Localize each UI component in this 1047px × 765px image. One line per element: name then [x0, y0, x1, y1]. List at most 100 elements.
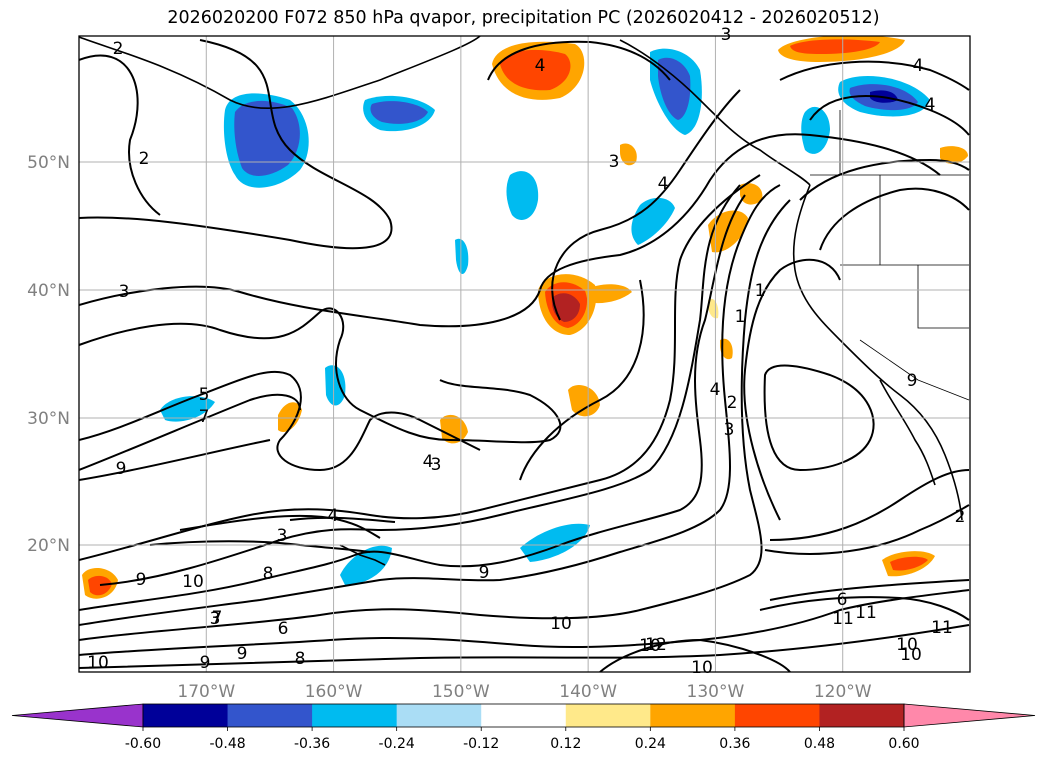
- contour-line: [79, 307, 562, 444]
- lat-tick-label: 50°N: [27, 153, 70, 173]
- border-line: [859, 339, 970, 401]
- coastline-baja: [879, 379, 936, 486]
- contour-label: 10: [896, 635, 918, 655]
- contour-label: 10: [639, 636, 661, 656]
- contour-line: [79, 174, 761, 561]
- contour-label: 7: [199, 407, 210, 427]
- contour-line: [819, 187, 970, 251]
- colorbar-tick-label: 0.12: [550, 736, 581, 752]
- contour-label: 11: [832, 609, 854, 629]
- plot-frame: [78, 35, 971, 673]
- contour-line: [743, 258, 841, 521]
- colorbar-bin: [312, 704, 398, 727]
- colorbar-tick-label: -0.24: [379, 736, 415, 752]
- contour-line: [79, 370, 481, 472]
- lon-tick-label: 150°W: [432, 682, 490, 702]
- colorbar-bin: [819, 704, 905, 727]
- colorbar-bin: [227, 704, 313, 727]
- colorbar-tick-labels: -0.60 -0.48 -0.36 -0.24 -0.12 0.12 0.24 0.36 0.4…: [125, 727, 920, 752]
- shade-positive: [790, 39, 880, 54]
- contour-line: [79, 54, 161, 216]
- colorbar-tick-label: -0.36: [294, 736, 330, 752]
- contour-line: [809, 95, 970, 136]
- contour-label: 12: [645, 635, 667, 655]
- contour-label: 4: [925, 95, 936, 115]
- shade-positive: [88, 575, 112, 596]
- island-hawaii: [339, 544, 386, 566]
- shade-negative: [658, 57, 691, 120]
- colorbar-tick-label: 0.48: [804, 736, 835, 752]
- chart-title: 2026020200 F072 850 hPa qvapor, precipit…: [167, 8, 880, 28]
- coastlines: [79, 36, 963, 566]
- contour-label: 1: [735, 307, 746, 327]
- contour-line: [759, 596, 970, 621]
- contour-line: [79, 133, 941, 328]
- contour-line: [779, 60, 970, 91]
- shade-positive: [890, 556, 928, 571]
- contour-label: 3: [210, 609, 221, 629]
- contour-line: [79, 439, 271, 481]
- coastline-westus: [792, 184, 963, 521]
- shade-positive: [551, 293, 580, 322]
- contour-label: 9: [116, 459, 127, 479]
- shade-negative: [801, 106, 830, 154]
- contour-line: [79, 184, 781, 626]
- contour-label: 4: [328, 506, 339, 526]
- contour-line: [79, 39, 393, 250]
- precip-shading: [82, 36, 968, 599]
- contour-label: 2: [113, 39, 124, 59]
- contour-line: [99, 184, 741, 586]
- shade-positive: [568, 385, 600, 417]
- contour-label: 8: [263, 564, 274, 584]
- shade-negative: [370, 101, 428, 124]
- contour-label: 3: [721, 25, 732, 45]
- contour-label: 8: [295, 649, 306, 669]
- contour-label: 2: [955, 507, 966, 527]
- contour-label: 3: [119, 282, 130, 302]
- contour-label: 9: [136, 570, 147, 590]
- contour-label: 4: [913, 56, 924, 76]
- contour-line: [289, 516, 396, 523]
- gridlines: [79, 36, 970, 672]
- shade-negative: [520, 523, 590, 562]
- contour-label: 4: [423, 452, 434, 472]
- coastline-canada: [619, 39, 811, 186]
- shade-positive: [278, 402, 302, 432]
- contour-label: 9: [907, 371, 918, 391]
- contour-line: [79, 624, 970, 669]
- contour-line: [79, 199, 791, 641]
- colorbar-tick-label: 0.24: [635, 736, 666, 752]
- colorbar-extend-min: [11, 703, 144, 728]
- lat-tick-label: 20°N: [27, 536, 70, 556]
- contour-line: [769, 469, 970, 541]
- contour-label: 3: [431, 455, 442, 475]
- lon-tick-label: 140°W: [559, 682, 617, 702]
- contour-label: 11: [931, 618, 953, 638]
- shade-positive: [708, 210, 748, 253]
- contour-line: [487, 40, 671, 81]
- colorbar-frame: [142, 703, 905, 728]
- lat-tick-labels: 50°N 40°N 30°N 20°N: [27, 153, 70, 556]
- contour-label: 5: [199, 385, 210, 405]
- contour-label: 6: [837, 590, 848, 610]
- shade-positive: [620, 143, 637, 166]
- shade-negative: [325, 365, 346, 406]
- contour-line: [519, 279, 645, 481]
- shade-negative: [160, 396, 215, 422]
- contour-label: 6: [278, 619, 289, 639]
- qvapor-contours: [79, 39, 970, 672]
- colorbar-bin: [650, 704, 736, 727]
- colorbar-tick-label: 0.36: [719, 736, 750, 752]
- contour-label: 3: [609, 152, 620, 172]
- colorbar-bin: [143, 704, 229, 727]
- lon-tick-label: 160°W: [305, 682, 363, 702]
- contour-label: 9: [200, 653, 211, 673]
- lon-tick-labels: 170°W 160°W 150°W 140°W 130°W 120°W: [177, 682, 871, 702]
- contour-line: [179, 514, 381, 539]
- border-line: [917, 265, 969, 329]
- colorbar-tick-label: -0.48: [209, 736, 245, 752]
- shade-negative: [234, 100, 300, 176]
- lon-tick-label: 170°W: [177, 682, 235, 702]
- colorbar-bin: [481, 704, 567, 727]
